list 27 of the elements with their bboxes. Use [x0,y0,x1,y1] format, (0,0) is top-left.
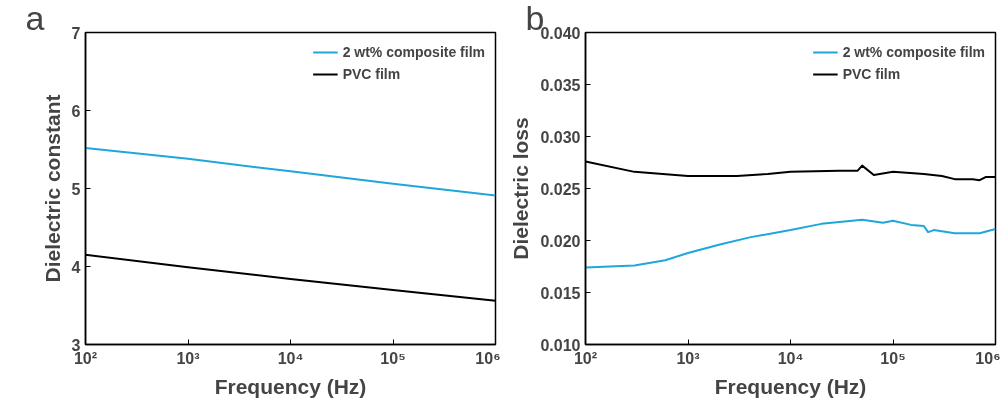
x-tick-label: 10⁴ [777,349,804,367]
legend-label: PVC film [842,66,901,82]
line-series [85,146,496,197]
y-tick-label: 5 [71,180,81,198]
y-tick-label: 4 [71,258,81,276]
x-tick-label: 10⁶ [475,349,501,367]
x-tick-label: 10⁴ [277,349,304,367]
x-tick-label: 10⁶ [975,349,1001,367]
x-tick-label: 10⁵ [380,349,406,367]
x-tick-label: 10⁵ [880,349,906,367]
y-tick-label: 7 [71,24,81,42]
text: a [25,0,45,37]
legend-label: 2 wt% composite film [342,44,485,60]
y-tick-label: 0.025 [540,180,581,198]
legend-label: PVC film [342,66,401,82]
y-tick-label: 0.030 [540,128,581,146]
y-tick-label: 0.020 [540,232,581,250]
x-tick-label: 10³ [176,349,200,367]
y-tick-label: 6 [71,102,81,120]
y-tick-label: 0.015 [540,284,581,302]
legend-label: 2 wt% composite film [842,44,985,60]
x-tick-label: 10³ [676,349,700,367]
y-axis-title: Dielectric constant [40,94,64,283]
x-axis-title: Frequency (Hz) [214,374,367,398]
x-axis-title: Frequency (Hz) [714,374,867,398]
y-tick-label: 0.035 [540,76,581,94]
y-axis-title: Dielectric loss [509,117,533,260]
